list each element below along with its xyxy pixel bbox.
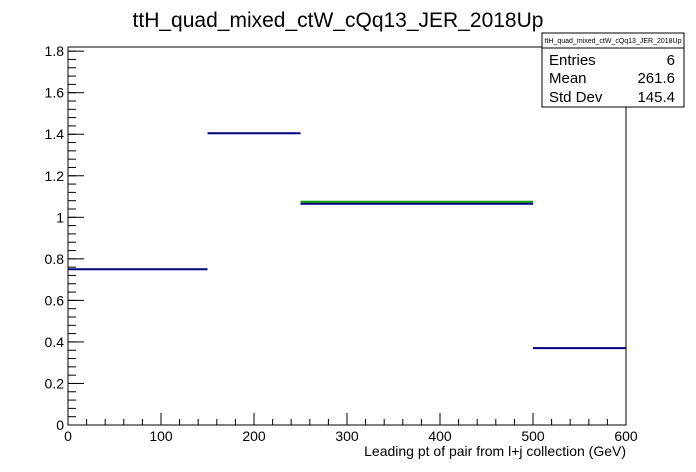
y-tick-label: 1.2 <box>45 168 65 184</box>
stats-box-frame <box>541 32 685 108</box>
y-tick-label: 1.4 <box>45 126 65 142</box>
y-tick-label: 0.6 <box>45 292 65 308</box>
y-tick-label: 0.2 <box>45 375 65 391</box>
y-tick-label: 1.6 <box>45 85 65 101</box>
y-tick-label: 0 <box>56 417 64 433</box>
x-tick-label: 100 <box>149 428 173 444</box>
stats-box: ttH_quad_mixed_ctW_cQq13_JER_2018Up Entr… <box>541 32 685 108</box>
y-tick-label: 0.8 <box>45 251 65 267</box>
x-axis-title: Leading pt of pair from l+j collection (… <box>364 443 626 459</box>
stats-mean-label: Mean <box>549 70 587 87</box>
x-axis: 0 100 200 300 400 500 600 <box>64 413 638 444</box>
x-tick-label: 400 <box>428 428 452 444</box>
x-tick-label: 600 <box>614 428 638 444</box>
stats-stddev-value: 145.4 <box>637 89 675 106</box>
series-layer <box>68 132 626 350</box>
stats-entries-label: Entries <box>549 52 596 69</box>
x-tick-label: 500 <box>521 428 545 444</box>
y-axis: 0 0.2 0.4 0.6 0.8 1 1.2 1.4 1.6 1.8 <box>45 43 84 433</box>
y-tick-label: 1 <box>56 209 64 225</box>
x-tick-label: 0 <box>64 428 72 444</box>
stats-mean-value: 261.6 <box>637 70 675 87</box>
stats-entries-value: 6 <box>667 52 675 69</box>
stats-stddev-label: Std Dev <box>549 89 603 106</box>
stats-box-title: ttH_quad_mixed_ctW_cQq13_JER_2018Up <box>545 38 682 45</box>
y-tick-label: 0.4 <box>45 334 65 350</box>
x-tick-label: 300 <box>335 428 359 444</box>
x-tick-label: 200 <box>242 428 266 444</box>
chart-title: ttH_quad_mixed_ctW_cQq13_JER_2018Up <box>133 9 544 32</box>
y-tick-label: 1.8 <box>45 43 65 59</box>
